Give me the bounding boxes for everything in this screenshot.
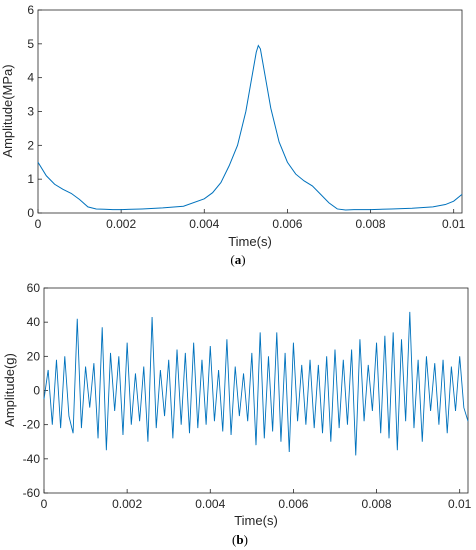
panel-b-ytick-label: -60 (23, 486, 41, 500)
panel-a-ticks: 0 0.002 0.004 0.006 0.008 0.01 0 1 2 3 4 5 6 (27, 3, 465, 231)
panel-b-ytick-label: -40 (23, 452, 41, 466)
panel-a-xtick-label: 0.008 (356, 217, 386, 231)
panel-a-ytick-label: 1 (27, 172, 34, 186)
panel-b-ytick-label: -20 (23, 418, 41, 432)
panel-b-chart: 0 0.002 0.004 0.006 0.008 0.01 -60 -40 -20 0 20 40 6… (2, 281, 472, 547)
panel-a-ytick-label: 5 (27, 37, 34, 51)
panel-a-label: (a) (230, 252, 245, 267)
panel-a-xlabel: Time(s) (228, 234, 272, 249)
panel-b-xtick-label: 0.004 (195, 497, 225, 511)
panel-a-ylabel: Amplitude(MPa) (0, 64, 15, 157)
panel-b-ytick-label: 0 (33, 384, 40, 398)
panel-a-plot-area (37, 9, 463, 214)
panel-a-ytick-label: 3 (27, 105, 34, 119)
panel-b-ytick-label: 20 (27, 349, 41, 363)
panel-b-ytick-label: 40 (27, 315, 41, 329)
panel-b-xtick-label: 0.002 (112, 497, 142, 511)
panel-b-ylabel: Amplitude(g) (2, 353, 17, 427)
panel-a-xtick-label: 0.002 (106, 217, 136, 231)
panel-a-ytick-label: 0 (27, 206, 34, 220)
panel-a-xtick-label: 0.004 (189, 217, 219, 231)
panel-b-xtick-label: 0 (41, 497, 48, 511)
panel-b-ytick-label: 60 (27, 281, 41, 295)
panel-b-plot-area (43, 287, 469, 494)
panel-a-ytick-label: 2 (27, 138, 34, 152)
panel-a-xtick-label: 0.01 (442, 217, 466, 231)
panel-a-xtick-label: 0 (35, 217, 42, 231)
panel-b-xtick-label: 0.008 (362, 497, 392, 511)
panel-b-xtick-label: 0.01 (448, 497, 472, 511)
panel-a-ytick-label: 6 (27, 3, 34, 17)
panel-b-label: (b) (232, 532, 248, 547)
panel-a-ytick-label: 4 (27, 71, 34, 85)
panel-a-chart: 0 0.002 0.004 0.006 0.008 0.01 0 1 2 3 4 5 6 Time(s)… (0, 3, 466, 267)
panel-b-ticks: 0 0.002 0.004 0.006 0.008 0.01 -60 -40 -20 0 20 40 6… (23, 281, 472, 511)
panel-b-series-line (43, 311, 469, 456)
panel-a-xtick-label: 0.006 (272, 217, 302, 231)
panel-b-xlabel: Time(s) (234, 513, 278, 528)
panel-b-xtick-label: 0.006 (278, 497, 308, 511)
panel-a-series-line (37, 44, 463, 211)
